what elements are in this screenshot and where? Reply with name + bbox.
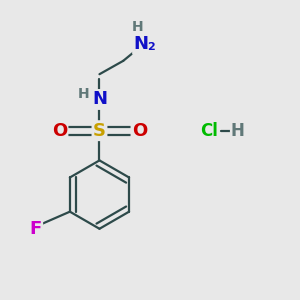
Text: F: F (29, 220, 42, 238)
Text: Cl: Cl (200, 122, 218, 140)
Text: H: H (132, 20, 143, 34)
Text: N: N (134, 35, 148, 53)
Text: H: H (231, 122, 244, 140)
Text: O: O (52, 122, 67, 140)
Text: H: H (77, 87, 89, 101)
Text: O: O (132, 122, 147, 140)
Text: N: N (92, 91, 107, 109)
Text: 2: 2 (148, 43, 155, 52)
Text: S: S (93, 122, 106, 140)
